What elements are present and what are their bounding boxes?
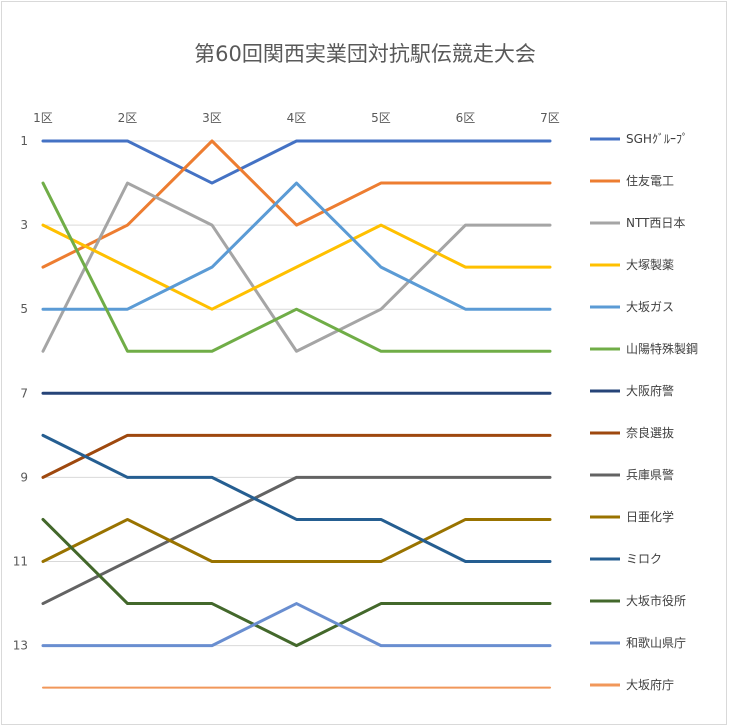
legend-label: 大塚製薬 [626,258,674,272]
legend-label: 大坂ガス [626,300,674,314]
y-tick-label: 7 [20,386,28,400]
y-tick-label: 1 [20,134,28,148]
legend-label: 日亜化学 [626,509,674,524]
legend-label: 大坂府庁 [626,677,674,692]
series-line [41,433,552,479]
legend-label: 奈良選抜 [626,425,674,440]
legend-label: ミロク [626,552,662,566]
legend-label: 兵庫県警 [626,467,674,482]
series-line [41,181,552,353]
legend-label: SGHｸﾞﾙｰﾌﾟ [626,132,688,146]
legend-label: 和歌山県庁 [626,635,686,650]
y-tick-label: 3 [20,218,28,232]
series-line [41,517,552,563]
legend-label: 住友電工 [626,174,674,188]
series-lines [41,139,552,689]
series-line [41,181,552,311]
chart-title: 第60回関西実業団対抗駅伝競走大会 [194,42,536,66]
x-tick-label: 3区 [202,111,222,125]
y-tick-label: 9 [20,470,28,484]
legend-label: 大坂市役所 [626,593,686,608]
series-line [41,433,552,563]
series-line [41,475,552,606]
series-line [41,181,552,353]
x-tick-label: 1区 [33,111,53,125]
y-tick-label: 5 [20,302,28,316]
legend: SGHｸﾞﾙｰﾌﾟ 住友電工 NTT西日本大塚製薬大坂ガス山陽特殊製鋼大阪府警奈良選… [590,132,698,692]
series-line [41,602,552,648]
series-line [41,139,552,185]
x-tick-label: 2区 [118,111,138,125]
legend-label: 山陽特殊製鋼 [626,341,698,356]
y-tick-label: 11 [13,555,28,569]
x-tick-label: 7区 [540,111,560,125]
series-line [41,517,552,648]
series-line [41,139,552,269]
y-tick-label: 13 [13,639,28,653]
x-tick-label: 4区 [287,111,307,125]
x-axis-ticks: 1区 2区 3区 4区 5区 6区 7区 [33,111,560,125]
x-tick-label: 6区 [456,111,476,125]
series-line [41,223,552,311]
legend-label: NTT西日本 [626,216,685,230]
x-tick-label: 5区 [371,111,391,125]
legend-label: 大阪府警 [626,383,674,398]
